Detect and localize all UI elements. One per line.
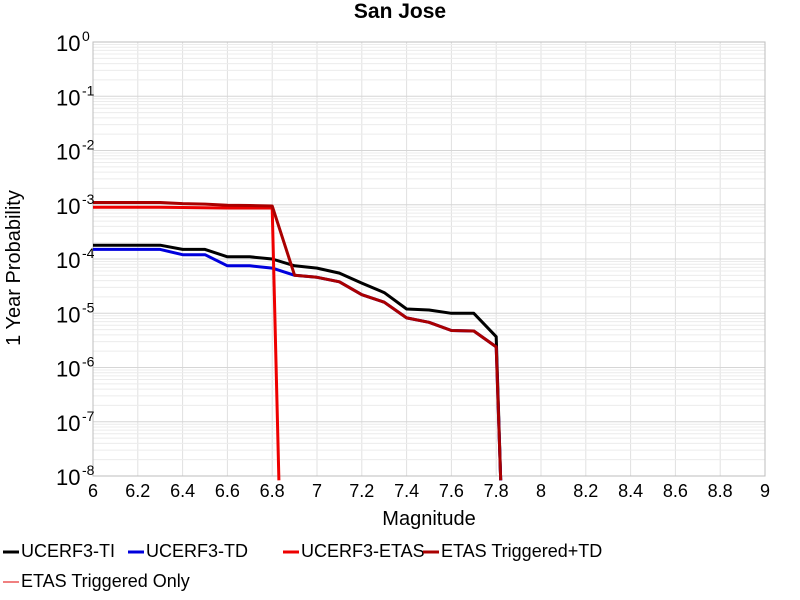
x-axis-label: Magnitude — [382, 508, 475, 530]
y-tick-exponent: -4 — [82, 245, 95, 261]
legend-label: UCERF3-ETAS — [301, 541, 425, 561]
y-tick-exponent: -7 — [82, 408, 95, 424]
x-tick-label: 6.4 — [170, 481, 195, 501]
y-tick-base: 10 — [56, 302, 80, 327]
x-tick-label: 7 — [312, 481, 322, 501]
y-tick-label: 10 -6 — [56, 354, 95, 382]
legend-label: UCERF3-TI — [21, 541, 115, 561]
x-tick-labels: 6 6.2 6.4 6.6 6.8 7 7.2 7.4 7.6 7.8 8 8.2 8.4 8.6 8.8 9 — [88, 481, 770, 501]
x-tick-label: 6.6 — [215, 481, 240, 501]
y-tick-label: 10 -8 — [56, 462, 95, 490]
y-axis-label: 1 Year Probability — [3, 190, 25, 346]
x-tick-label: 7.6 — [439, 481, 464, 501]
y-tick-exponent: 0 — [82, 28, 90, 44]
y-tick-label: 10 -7 — [56, 408, 95, 436]
legend-label: UCERF3-TD — [146, 541, 248, 561]
x-tick-label: 7.2 — [349, 481, 374, 501]
y-tick-label: 10 -5 — [56, 299, 95, 327]
y-tick-base: 10 — [56, 85, 80, 110]
series-line-ucerf3-etas — [93, 205, 281, 481]
y-tick-base: 10 — [56, 140, 80, 165]
series-group — [93, 201, 503, 481]
x-tick-label: 8.8 — [708, 481, 733, 501]
x-tick-label: 6.8 — [260, 481, 285, 501]
legend-item: ETAS Triggered Only — [3, 571, 190, 591]
x-tick-label: 6 — [88, 481, 98, 501]
y-tick-label: 10 -2 — [56, 137, 95, 165]
plot-area-border — [92, 41, 766, 477]
legend-label: ETAS Triggered Only — [21, 571, 190, 591]
y-tick-label: 10 -1 — [56, 82, 95, 110]
y-tick-label: 10 -3 — [56, 191, 95, 219]
y-tick-base: 10 — [56, 465, 80, 490]
legend-item: UCERF3-ETAS — [283, 541, 425, 561]
legend-item: UCERF3-TD — [128, 541, 248, 561]
series-line-ucerf3-ti — [93, 243, 503, 481]
legend-item: ETAS Triggered+TD — [423, 541, 602, 561]
x-tick-label: 7.8 — [484, 481, 509, 501]
x-tick-label: 7.4 — [394, 481, 419, 501]
x-tick-label: 9 — [760, 481, 770, 501]
y-tick-base: 10 — [56, 248, 80, 273]
y-tick-label: 10 0 — [56, 28, 90, 56]
grid — [92, 42, 766, 477]
legend-label: ETAS Triggered+TD — [441, 541, 602, 561]
y-tick-exponent: -6 — [82, 354, 95, 370]
y-tick-base: 10 — [56, 357, 80, 382]
x-tick-label: 8 — [536, 481, 546, 501]
x-tick-label: 8.6 — [663, 481, 688, 501]
legend: UCERF3-TI UCERF3-TD UCERF3-ETAS ETAS Trigge… — [3, 541, 602, 591]
y-tick-label: 10 -4 — [56, 245, 95, 273]
legend-item: UCERF3-TI — [3, 541, 115, 561]
chart-title: San Jose — [354, 0, 446, 23]
x-tick-label: 8.4 — [618, 481, 643, 501]
y-tick-base: 10 — [56, 31, 80, 56]
y-tick-exponent: -8 — [82, 462, 95, 478]
y-tick-exponent: -1 — [82, 82, 95, 98]
x-tick-label: 8.2 — [573, 481, 598, 501]
y-tick-base: 10 — [56, 194, 80, 219]
x-tick-label: 6.2 — [125, 481, 150, 501]
y-tick-exponent: -2 — [82, 137, 95, 153]
y-tick-exponent: -5 — [82, 299, 95, 315]
series-line-etas-triggered-td — [93, 201, 503, 481]
y-tick-exponent: -3 — [82, 191, 95, 207]
y-tick-base: 10 — [56, 411, 80, 436]
